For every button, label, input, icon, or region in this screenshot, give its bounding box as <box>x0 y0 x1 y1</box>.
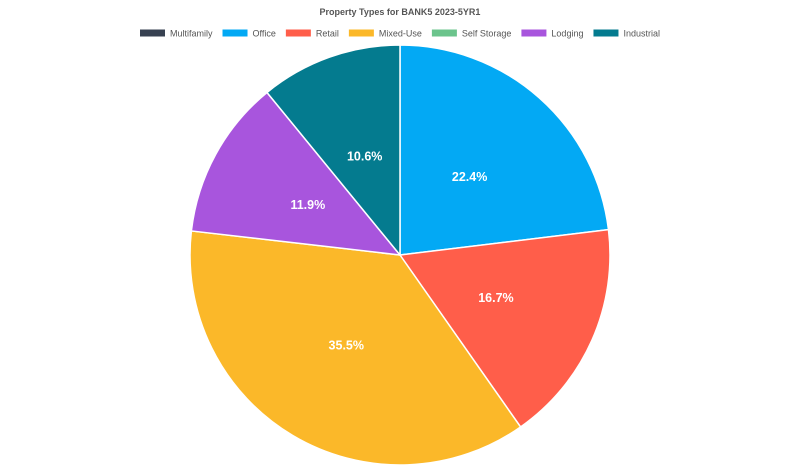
legend-item-retail[interactable]: Retail <box>285 28 339 38</box>
legend-swatch-industrial <box>593 29 619 37</box>
legend-swatch-lodging <box>521 29 547 37</box>
legend-label-retail: Retail <box>316 28 339 38</box>
legend: Multifamily Office Retail Mixed-Use Self Sto… <box>140 28 660 38</box>
legend-label-mixed-use: Mixed-Use <box>379 28 422 38</box>
legend-label-self-storage: Self Storage <box>462 28 512 38</box>
legend-item-mixed-use[interactable]: Mixed-Use <box>348 28 422 38</box>
slice-label-lodging: 11.9% <box>290 198 325 212</box>
pie-slice-retail[interactable] <box>399 228 611 428</box>
legend-label-multifamily: Multifamily <box>170 28 213 38</box>
slice-label-office: 22.4% <box>452 170 487 184</box>
pie-slice-office[interactable] <box>399 44 610 256</box>
slice-label-retail: 16.7% <box>478 291 513 305</box>
legend-label-office: Office <box>253 28 276 38</box>
pie-slices <box>189 44 611 466</box>
legend-swatch-office <box>222 29 248 37</box>
legend-swatch-multifamily <box>140 29 165 37</box>
legend-label-industrial: Industrial <box>623 28 660 38</box>
pie-slice-lodging[interactable] <box>190 91 401 256</box>
pie-slice-mixed-use[interactable] <box>189 230 522 466</box>
chart-title: Property Types for BANK5 2023-5YR1 <box>320 7 481 17</box>
legend-swatch-self-storage <box>431 29 457 37</box>
legend-item-industrial[interactable]: Industrial <box>593 28 660 38</box>
legend-item-multifamily[interactable]: Multifamily <box>140 28 213 38</box>
legend-item-office[interactable]: Office <box>222 28 276 38</box>
legend-swatch-mixed-use <box>348 29 374 37</box>
pie-slice-labels: 22.4% 16.7% 35.5% 11.9% 10.6% <box>290 150 513 353</box>
slice-label-industrial: 10.6% <box>347 150 382 164</box>
legend-swatch-retail <box>285 29 311 37</box>
slice-label-mixed-use: 35.5% <box>329 339 364 353</box>
pie-slice-industrial[interactable] <box>266 44 401 256</box>
legend-item-lodging[interactable]: Lodging <box>521 28 583 38</box>
legend-label-lodging: Lodging <box>551 28 583 38</box>
legend-item-self-storage[interactable]: Self Storage <box>431 28 512 38</box>
